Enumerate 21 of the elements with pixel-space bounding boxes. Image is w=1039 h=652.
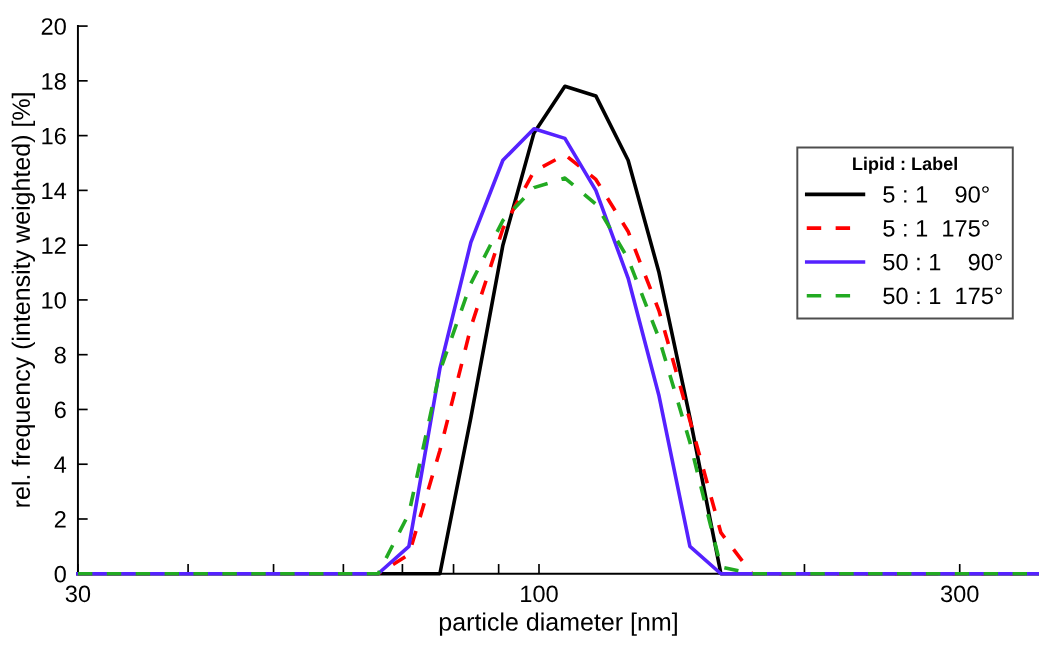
y-tick-label: 16 <box>42 127 66 145</box>
y-tick-label: 2 <box>54 511 66 528</box>
y-tick-label: 0 <box>54 565 66 583</box>
x-axis-title: particle diameter [nm] <box>439 612 677 636</box>
y-axis-title: rel. frequency (intensity weighted) [%] <box>11 93 35 507</box>
legend-label: 5 : 1 90° <box>883 186 989 203</box>
x-tick-label: 300 <box>940 585 979 603</box>
y-tick-label: 18 <box>42 72 66 90</box>
x-tick-label: 100 <box>521 585 558 603</box>
legend-label: 50 : 1 90° <box>883 253 1002 271</box>
y-tick-label: 10 <box>42 291 66 309</box>
y-tick-label: 14 <box>42 182 67 199</box>
y-tick-label: 4 <box>54 456 67 473</box>
y-tick-label: 12 <box>42 237 66 254</box>
y-tick-label: 6 <box>54 401 66 419</box>
x-tick-label: 30 <box>65 585 91 603</box>
legend-label: 5 : 1 175° <box>883 219 989 237</box>
legend-title: Lipid : Label <box>853 156 957 174</box>
y-tick-label: 8 <box>54 346 66 364</box>
y-tick-label: 20 <box>41 18 66 35</box>
legend-label: 50 : 1 175° <box>883 287 1002 305</box>
